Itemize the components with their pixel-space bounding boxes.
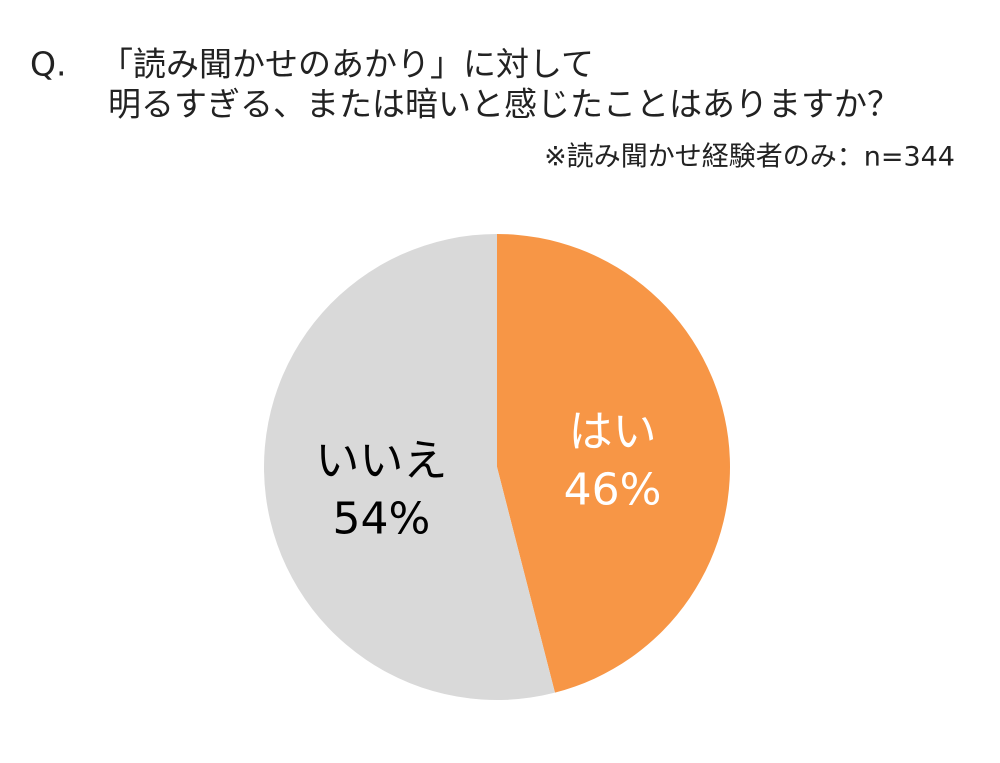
chart-title: 「読み聞かせのあかり」に対して	[100, 45, 594, 84]
pie-slice	[263, 234, 555, 701]
slice-value-label: 46%	[564, 464, 662, 515]
chart-title-prefix: Q.	[30, 45, 66, 84]
slice-value-label: 54%	[333, 494, 431, 545]
slice-category-label: いいえ	[315, 436, 447, 487]
chart-title: 明るすぎる、または暗いと感じたことはありますか？	[108, 85, 900, 124]
chart-subtitle: ※読み聞かせ経験者のみ：n=344	[544, 142, 955, 173]
slice-category-label: はい	[569, 406, 657, 457]
pie-slice	[497, 234, 730, 693]
